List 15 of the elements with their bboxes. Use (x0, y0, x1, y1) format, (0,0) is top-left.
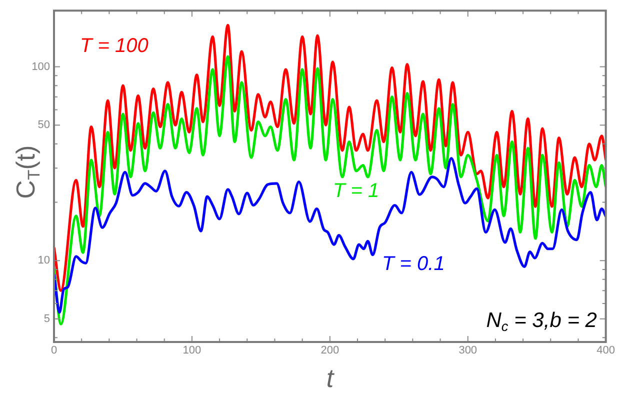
line-series (54, 24, 606, 292)
y-tick-label: 100 (32, 60, 50, 73)
series-label: T = 0.1 (382, 253, 445, 275)
y-tick-label: 10 (38, 254, 50, 267)
series-label: T = 1 (333, 180, 380, 202)
y-tick-label: 5 (44, 312, 50, 325)
annotation: N$_{c}$ = 3,b = 2 (486, 309, 597, 334)
series-label: T = 100 (80, 35, 148, 57)
y-tick-label: 50 (38, 119, 50, 132)
x-tick-label: 400 (596, 344, 616, 357)
x-tick-label: 0 (50, 344, 58, 357)
x-tick-label: 300 (458, 344, 478, 357)
x-tick-label: 100 (182, 344, 202, 357)
x-tick-label: 200 (320, 344, 340, 357)
x-axis-title: t (326, 363, 334, 393)
